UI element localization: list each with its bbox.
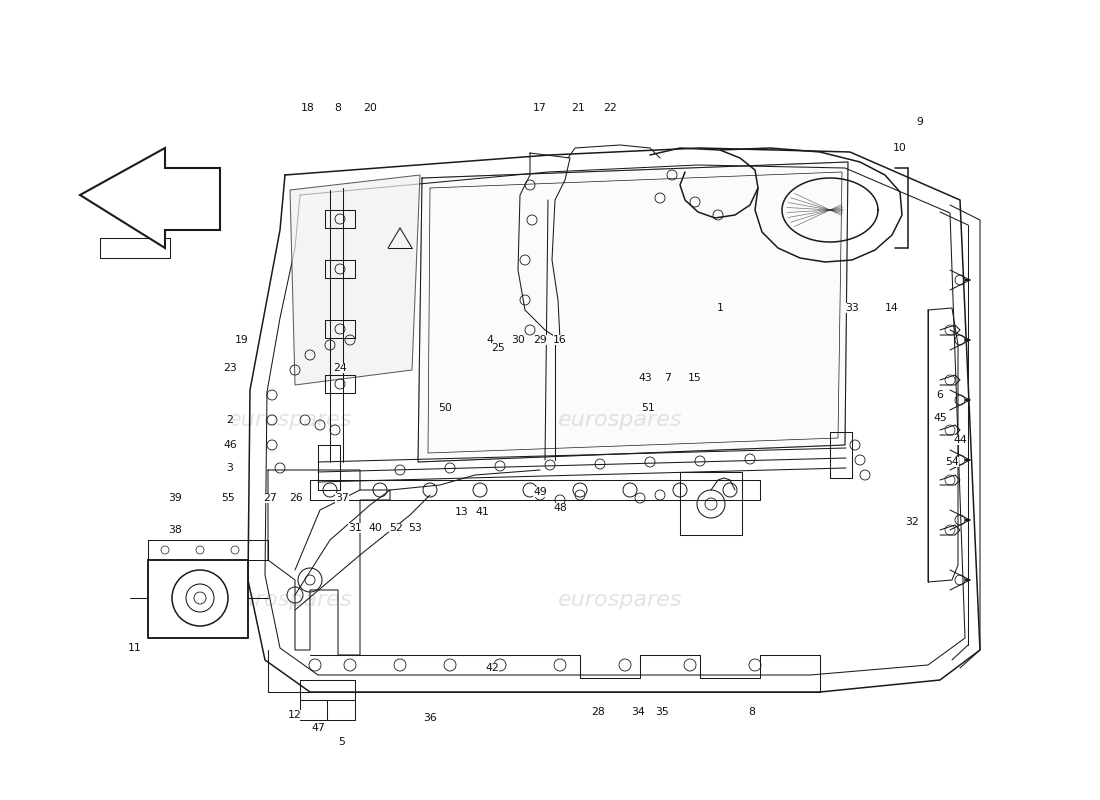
Text: 47: 47 xyxy=(311,723,324,733)
Text: 41: 41 xyxy=(475,507,488,517)
Text: 7: 7 xyxy=(664,373,671,383)
Text: 33: 33 xyxy=(845,303,859,313)
Text: 29: 29 xyxy=(534,335,547,345)
Text: 8: 8 xyxy=(749,707,756,717)
Text: 49: 49 xyxy=(534,487,547,497)
Text: 9: 9 xyxy=(916,117,923,127)
Text: 55: 55 xyxy=(221,493,235,503)
Text: 40: 40 xyxy=(368,523,382,533)
Text: 50: 50 xyxy=(438,403,452,413)
Text: 37: 37 xyxy=(336,493,349,503)
Text: 4: 4 xyxy=(486,335,494,345)
Text: 25: 25 xyxy=(491,343,505,353)
Text: 8: 8 xyxy=(334,103,341,113)
Text: 28: 28 xyxy=(591,707,605,717)
Text: 46: 46 xyxy=(223,440,236,450)
Text: 2: 2 xyxy=(227,415,233,425)
Polygon shape xyxy=(148,560,248,638)
Text: 36: 36 xyxy=(424,713,437,723)
Text: 17: 17 xyxy=(534,103,547,113)
Text: 35: 35 xyxy=(656,707,669,717)
Text: 16: 16 xyxy=(553,335,566,345)
Polygon shape xyxy=(290,175,420,385)
Text: 19: 19 xyxy=(235,335,249,345)
Text: 5: 5 xyxy=(339,737,345,747)
Text: eurospares: eurospares xyxy=(228,590,352,610)
Text: 6: 6 xyxy=(936,390,944,400)
Text: 22: 22 xyxy=(603,103,617,113)
Text: 27: 27 xyxy=(263,493,277,503)
Text: 54: 54 xyxy=(945,457,959,467)
Text: 53: 53 xyxy=(408,523,422,533)
Text: 42: 42 xyxy=(485,663,499,673)
Text: 14: 14 xyxy=(886,303,899,313)
Text: eurospares: eurospares xyxy=(558,590,682,610)
Text: 38: 38 xyxy=(168,525,182,535)
Polygon shape xyxy=(80,148,220,248)
Text: 20: 20 xyxy=(363,103,377,113)
Text: 32: 32 xyxy=(905,517,918,527)
Text: 12: 12 xyxy=(288,710,301,720)
Polygon shape xyxy=(418,162,848,462)
Text: 23: 23 xyxy=(223,363,236,373)
Text: 48: 48 xyxy=(553,503,566,513)
Text: 1: 1 xyxy=(716,303,724,313)
Text: 10: 10 xyxy=(893,143,906,153)
Text: 45: 45 xyxy=(933,413,947,423)
Text: 43: 43 xyxy=(638,373,652,383)
Text: 31: 31 xyxy=(348,523,362,533)
Text: eurospares: eurospares xyxy=(228,410,352,430)
Text: 18: 18 xyxy=(301,103,315,113)
Text: 44: 44 xyxy=(953,435,967,445)
Text: 26: 26 xyxy=(289,493,302,503)
Text: 34: 34 xyxy=(631,707,645,717)
Text: 13: 13 xyxy=(455,507,469,517)
Text: 52: 52 xyxy=(389,523,403,533)
Text: eurospares: eurospares xyxy=(558,410,682,430)
Text: 30: 30 xyxy=(512,335,525,345)
Text: 39: 39 xyxy=(168,493,182,503)
Text: 24: 24 xyxy=(333,363,346,373)
Text: 3: 3 xyxy=(227,463,233,473)
Text: 11: 11 xyxy=(128,643,142,653)
Text: 21: 21 xyxy=(571,103,585,113)
Text: 15: 15 xyxy=(689,373,702,383)
Text: 51: 51 xyxy=(641,403,654,413)
